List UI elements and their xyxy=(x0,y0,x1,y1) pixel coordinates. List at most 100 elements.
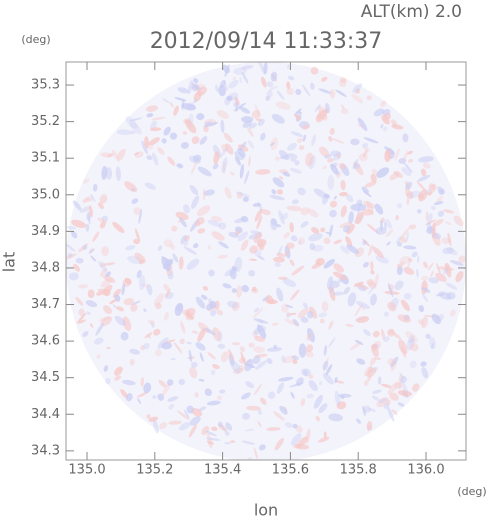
radar-echo xyxy=(78,319,87,324)
radar-echo xyxy=(346,244,360,254)
radar-echo xyxy=(198,406,207,412)
radar-echo xyxy=(131,300,141,306)
radar-echo xyxy=(114,315,126,326)
radar-echo xyxy=(298,237,305,246)
radar-echo xyxy=(195,220,201,227)
radar-echo xyxy=(253,307,260,313)
radar-echo xyxy=(279,153,294,160)
radar-echo xyxy=(294,113,301,121)
radar-echo xyxy=(330,163,339,175)
radar-echo xyxy=(92,231,100,242)
radar-echo xyxy=(349,341,362,351)
radar-echo xyxy=(428,277,440,284)
radar-echo xyxy=(82,197,90,203)
radar-echo xyxy=(253,346,265,353)
radar-echo xyxy=(313,188,327,199)
radar-echo xyxy=(286,205,302,212)
radar-echo xyxy=(174,302,184,316)
radar-echo xyxy=(436,263,441,275)
radar-echo xyxy=(266,427,281,431)
radar-echo xyxy=(206,400,221,406)
radar-echo xyxy=(368,282,377,295)
radar-echo xyxy=(111,149,119,159)
radar-echo xyxy=(253,231,263,243)
radar-echo xyxy=(364,365,372,377)
radar-echo xyxy=(366,421,373,432)
radar-echo xyxy=(137,391,148,398)
radar-echo xyxy=(367,367,377,378)
radar-echo xyxy=(131,130,136,135)
radar-echo xyxy=(381,115,390,125)
radar-echo xyxy=(369,356,377,366)
radar-echo xyxy=(313,394,323,409)
radar-echo xyxy=(375,227,387,235)
radar-echo xyxy=(170,357,176,361)
radar-echo xyxy=(333,239,342,245)
radar-echo xyxy=(188,349,193,363)
radar-echo xyxy=(244,358,254,372)
radar-echo xyxy=(153,328,161,336)
radar-echo xyxy=(254,208,263,222)
y-tick-label: 34.6 xyxy=(31,334,60,349)
radar-echo xyxy=(220,424,227,434)
radar-echo xyxy=(186,258,200,270)
radar-echo xyxy=(224,442,232,445)
radar-echo xyxy=(253,327,260,336)
radar-echo xyxy=(295,425,303,433)
radar-echo xyxy=(177,219,183,223)
radar-echo xyxy=(79,206,91,213)
radar-echo xyxy=(405,181,413,190)
radar-echo xyxy=(88,248,95,254)
radar-echo xyxy=(382,126,388,132)
radar-echo xyxy=(191,84,199,92)
radar-echo xyxy=(307,310,314,319)
radar-echo xyxy=(164,339,176,344)
radar-echo xyxy=(276,90,285,100)
radar-echo xyxy=(285,304,294,308)
radar-echo xyxy=(234,151,245,161)
radar-echo xyxy=(90,255,97,262)
y-tick-label: 34.9 xyxy=(31,224,60,239)
radar-echo xyxy=(236,191,243,199)
radar-echo xyxy=(305,152,314,167)
radar-echo xyxy=(268,85,279,91)
radar-echo xyxy=(85,223,90,232)
radar-echo xyxy=(363,146,371,152)
radar-echo xyxy=(120,389,128,399)
radar-echo xyxy=(375,255,389,264)
radar-echo xyxy=(193,78,199,84)
radar-echo xyxy=(227,300,238,308)
radar-echo xyxy=(438,266,455,271)
radar-echo xyxy=(255,360,267,370)
radar-echo xyxy=(279,405,288,415)
radar-echo xyxy=(194,392,199,398)
radar-echo xyxy=(328,337,336,348)
radar-echo xyxy=(98,261,108,272)
radar-echo xyxy=(102,275,116,284)
radar-echo xyxy=(300,221,309,228)
radar-echo xyxy=(168,420,182,425)
radar-echo xyxy=(239,141,247,151)
radar-echo xyxy=(223,132,233,143)
radar-echo xyxy=(311,134,317,146)
radar-echo xyxy=(158,379,167,388)
radar-echo xyxy=(78,308,85,316)
radar-echo xyxy=(179,422,191,431)
radar-echo xyxy=(403,162,413,173)
radar-echo xyxy=(66,244,76,252)
radar-echo xyxy=(240,215,249,223)
radar-echo xyxy=(297,308,309,319)
radar-echo xyxy=(205,430,217,437)
radar-echo xyxy=(431,222,436,239)
radar-echo xyxy=(247,140,255,149)
radar-echo xyxy=(109,298,118,305)
radar-echo xyxy=(374,203,384,215)
radar-echo xyxy=(191,195,200,209)
radar-echo xyxy=(186,405,194,414)
radar-echo xyxy=(144,182,156,190)
radar-echo xyxy=(309,243,316,251)
radar-echo xyxy=(197,328,206,342)
radar-echo xyxy=(287,64,290,70)
radar-echo xyxy=(105,167,113,180)
radar-echo xyxy=(221,157,228,174)
